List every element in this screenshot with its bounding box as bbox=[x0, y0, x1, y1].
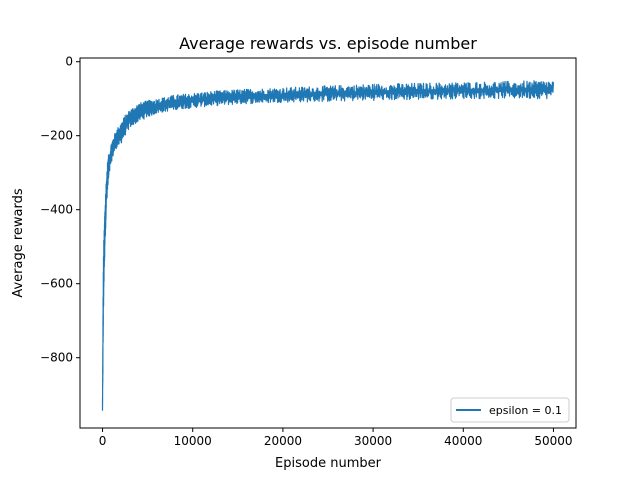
x-tick-label: 20000 bbox=[264, 434, 302, 448]
y-tick-label: −400 bbox=[40, 203, 73, 217]
x-tick-label: 10000 bbox=[174, 434, 212, 448]
y-tick-label: 0 bbox=[65, 55, 73, 69]
x-tick-label: 50000 bbox=[534, 434, 572, 448]
legend-box bbox=[450, 397, 570, 423]
y-tick-label: −600 bbox=[40, 277, 73, 291]
x-tick-label: 30000 bbox=[354, 434, 392, 448]
y-tick-label: −200 bbox=[40, 129, 73, 143]
x-axis-label: Episode number bbox=[275, 456, 382, 471]
plot-frame bbox=[79, 57, 577, 429]
y-tick-label: −800 bbox=[40, 351, 73, 365]
x-tick-label: 0 bbox=[99, 434, 107, 448]
legend-label: epsilon = 0.1 bbox=[489, 404, 562, 417]
x-tick-label: 40000 bbox=[444, 434, 482, 448]
y-axis-label: Average rewards bbox=[11, 188, 26, 298]
y-axis: 0 −200 −400 −600 −800 bbox=[40, 55, 80, 365]
series-line bbox=[101, 80, 555, 411]
chart-title: Average rewards vs. episode number bbox=[179, 34, 477, 53]
plot-area bbox=[101, 80, 555, 411]
legend: epsilon = 0.1 bbox=[450, 397, 570, 423]
x-axis: 0 10000 20000 30000 40000 50000 bbox=[99, 428, 573, 448]
